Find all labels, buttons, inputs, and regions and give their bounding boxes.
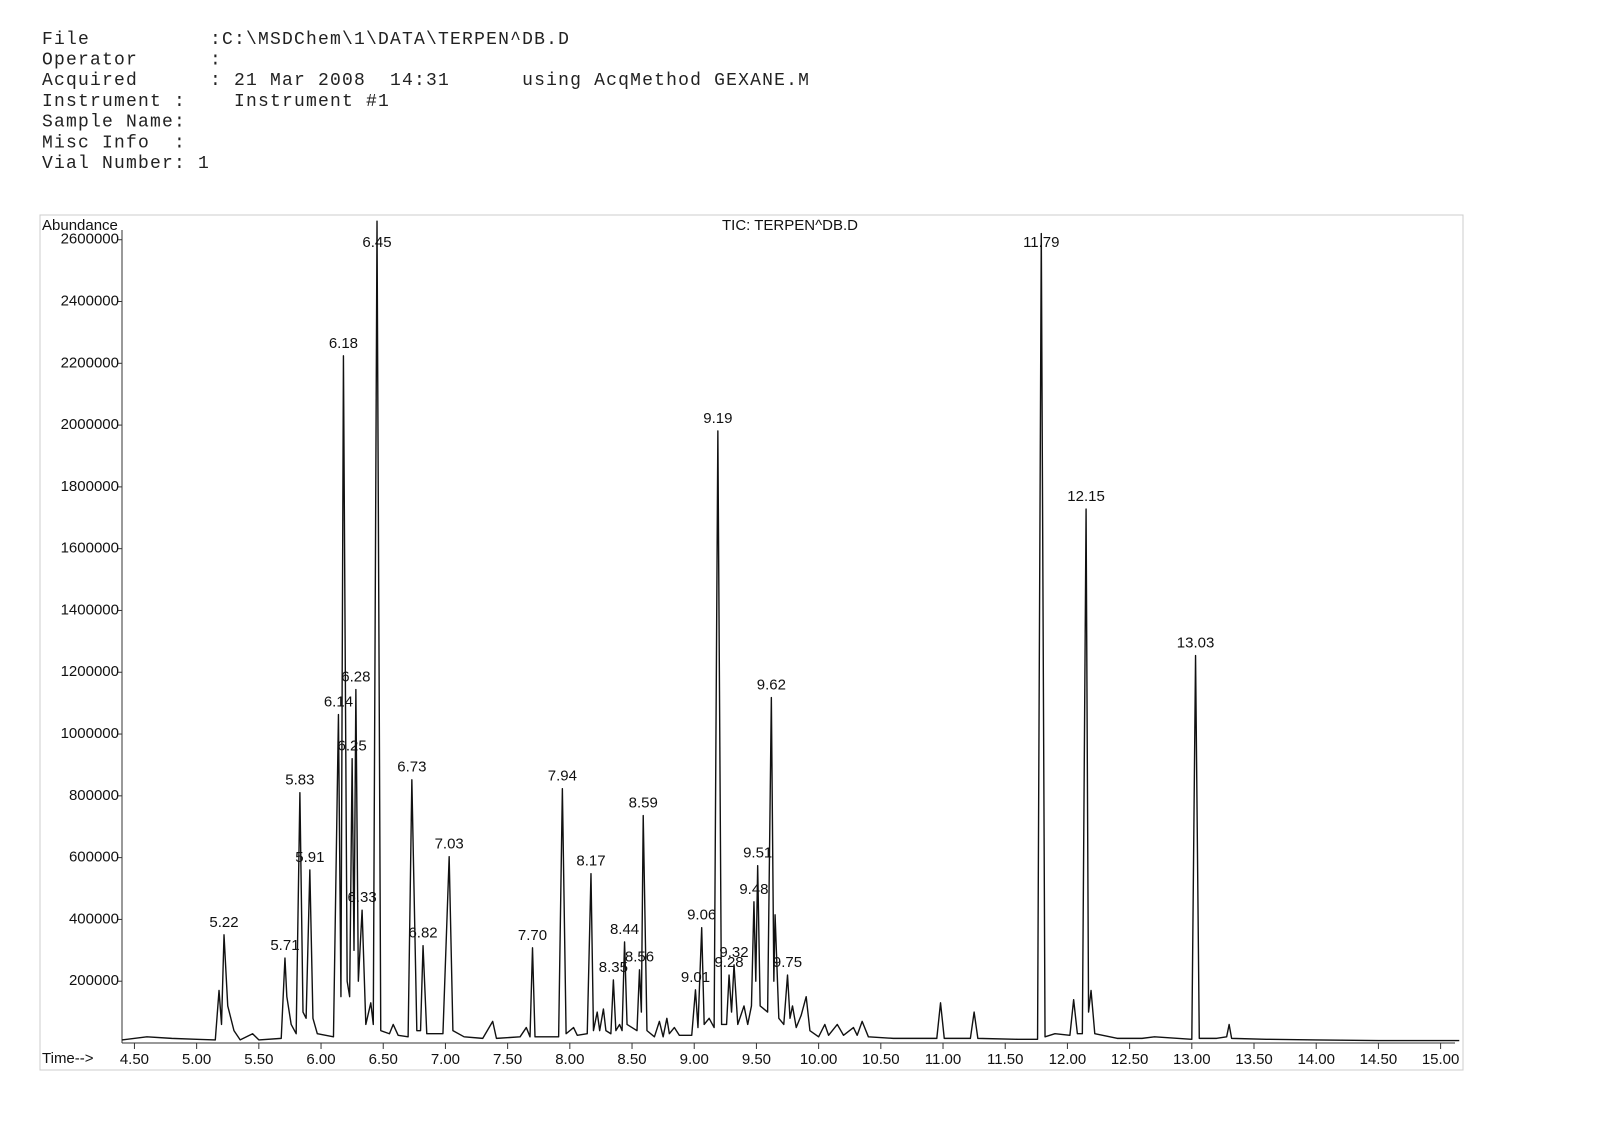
header-line: Acquired : 21 Mar 2008 14:31 using AcqMe… <box>42 71 810 91</box>
peak-label: 9.62 <box>757 677 786 694</box>
x-tick-label: 12.00 <box>1049 1051 1087 1068</box>
x-tick-label: 7.50 <box>493 1051 522 1068</box>
x-tick-label: 13.50 <box>1235 1051 1273 1068</box>
peak-label: 8.59 <box>629 795 658 812</box>
y-tick-label: 1200000 <box>61 663 119 680</box>
peak-label: 9.01 <box>681 969 710 986</box>
peak-label: 6.33 <box>347 889 376 906</box>
peak-label: 6.25 <box>338 738 367 755</box>
header-line: Vial Number: 1 <box>42 154 210 174</box>
peak-label: 9.28 <box>714 954 743 971</box>
y-tick-label: 400000 <box>69 910 119 927</box>
header-line: Sample Name: <box>42 113 186 133</box>
y-tick-label: 2000000 <box>61 416 119 433</box>
peak-label: 9.32 <box>719 944 748 961</box>
y-tick-label: 1600000 <box>61 540 119 557</box>
header-line: Operator : <box>42 50 222 70</box>
x-tick-label: 9.00 <box>680 1051 709 1068</box>
x-tick-label: 14.50 <box>1360 1051 1398 1068</box>
peak-label: 11.79 <box>1023 234 1059 251</box>
trace <box>121 220 1460 1042</box>
x-tick-label: 5.50 <box>244 1051 273 1068</box>
y-tick-label: 2400000 <box>61 292 119 309</box>
y-tick-label: 1000000 <box>61 725 119 742</box>
x-tick-label: 15.00 <box>1422 1051 1460 1068</box>
peak-label: 8.56 <box>625 949 654 966</box>
peak-label: 9.06 <box>687 907 716 924</box>
peak-label: 9.75 <box>773 954 802 971</box>
peak-label: 6.14 <box>324 694 353 711</box>
x-tick-label: 5.00 <box>182 1051 211 1068</box>
peak-label: 5.71 <box>270 937 299 954</box>
x-tick-label: 9.50 <box>742 1051 771 1068</box>
x-tick-label: 11.00 <box>925 1051 961 1068</box>
peak-label: 6.73 <box>397 759 426 776</box>
x-tick-label: 14.00 <box>1297 1051 1335 1068</box>
x-tick-label: 10.50 <box>862 1051 900 1068</box>
x-tick-label: 12.50 <box>1111 1051 1149 1068</box>
peak-label: 7.03 <box>435 836 464 853</box>
peak-label: 8.35 <box>599 959 628 976</box>
peak-label: 6.18 <box>329 335 358 352</box>
x-tick-label: 8.00 <box>555 1051 584 1068</box>
peak-label: 9.48 <box>739 881 768 898</box>
x-tick-label: 10.00 <box>800 1051 838 1068</box>
peak-label: 6.28 <box>341 669 370 686</box>
x-tick-label: 7.00 <box>431 1051 460 1068</box>
x-tick-label: 11.50 <box>987 1051 1023 1068</box>
y-tick-label: 1400000 <box>61 601 119 618</box>
header-line: Instrument : Instrument #1 <box>42 92 390 112</box>
peak-label: 5.91 <box>295 849 324 866</box>
peak-label: 7.70 <box>518 927 547 944</box>
header-line: File :C:\MSDChem\1\DATA\TERPEN^DB.D <box>42 30 570 50</box>
y-axis-label: Abundance <box>42 217 118 234</box>
peak-label: 13.03 <box>1177 635 1215 652</box>
y-tick-label: 2600000 <box>61 231 119 248</box>
peak-label: 9.19 <box>703 410 732 427</box>
x-tick-label: 8.50 <box>617 1051 646 1068</box>
x-tick-label: 4.50 <box>120 1051 149 1068</box>
peak-label: 8.17 <box>576 853 605 870</box>
chart-title: TIC: TERPEN^DB.D <box>722 217 858 234</box>
header-line: Misc Info : <box>42 133 186 153</box>
x-tick-label: 6.50 <box>369 1051 398 1068</box>
y-tick-label: 600000 <box>69 849 119 866</box>
peak-label: 5.83 <box>285 772 314 789</box>
peak-label: 7.94 <box>548 768 577 785</box>
peak-label: 6.82 <box>408 925 437 942</box>
y-tick-label: 1800000 <box>61 478 119 495</box>
frame <box>39 214 1464 1071</box>
peak-label: 6.45 <box>362 234 391 251</box>
x-tick-label: 6.00 <box>306 1051 335 1068</box>
peak-label: 5.22 <box>209 914 238 931</box>
x-tick-label: 13.00 <box>1173 1051 1211 1068</box>
peak-label: 9.51 <box>743 845 772 862</box>
peak-label: 12.15 <box>1067 488 1105 505</box>
peak-label: 8.44 <box>610 921 639 938</box>
y-tick-label: 200000 <box>69 972 119 989</box>
x-axis-label: Time--> <box>42 1050 94 1067</box>
y-tick-label: 800000 <box>69 787 119 804</box>
y-tick-label: 2200000 <box>61 354 119 371</box>
